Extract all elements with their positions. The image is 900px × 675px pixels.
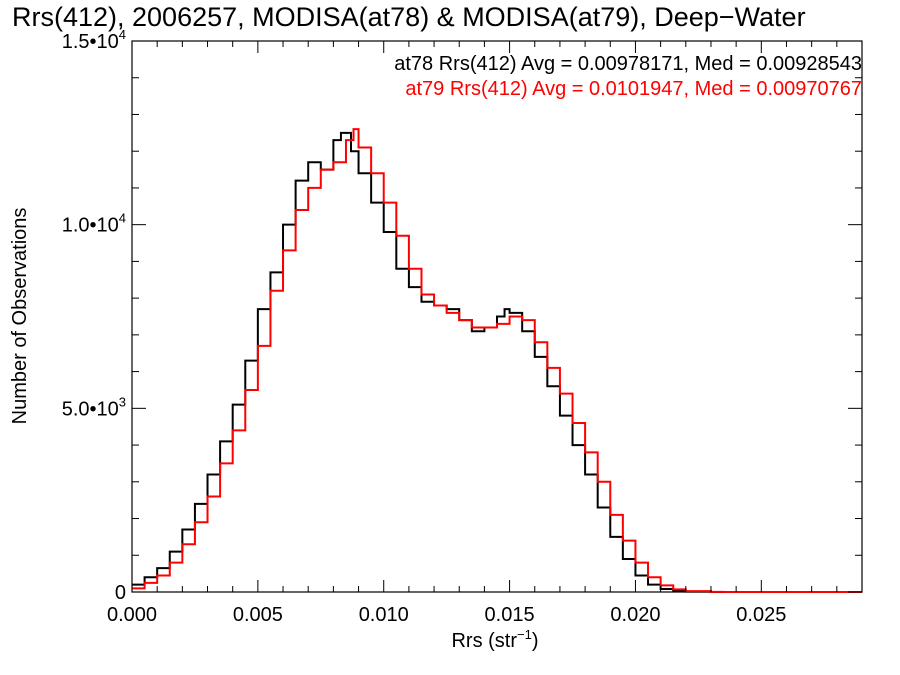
series-at78-line <box>132 131 862 593</box>
plot-border <box>131 40 863 593</box>
ticks-layer <box>131 40 863 593</box>
y-tick-label: 1.0•104 <box>62 211 126 237</box>
y-tick-label: 1.5•104 <box>62 27 126 53</box>
x-tick-label: 0.010 <box>359 604 409 626</box>
y-tick-label: 0 <box>115 582 126 604</box>
legend: at78 Rrs(412) Avg = 0.00978171, Med = 0.… <box>394 53 862 100</box>
x-tick-label: 0.020 <box>610 604 660 626</box>
y-axis-title: Number of Observations <box>9 208 31 425</box>
series-at79-line <box>132 128 862 593</box>
chart-title: Rrs(412), 2006257, MODISA(at78) & MODISA… <box>12 2 806 32</box>
x-tick-label: 0.000 <box>107 604 157 626</box>
series-layer <box>132 128 862 593</box>
x-tick-label: 0.025 <box>736 604 786 626</box>
labels-layer: 0.000 0.005 0.010 0.015 0.020 0.025 0 5.0•103 1.… <box>62 27 787 626</box>
plot-frame <box>131 40 863 593</box>
legend-entry-at78: at78 Rrs(412) Avg = 0.00978171, Med = 0.… <box>394 53 862 75</box>
legend-entry-at79: at79 Rrs(412) Avg = 0.0101947, Med = 0.0… <box>405 78 862 100</box>
x-tick-label: 0.015 <box>485 604 535 626</box>
x-axis-title: Rrs (str−1) <box>451 627 538 652</box>
y-tick-label: 5.0•103 <box>62 394 126 420</box>
x-tick-label: 0.005 <box>233 604 283 626</box>
